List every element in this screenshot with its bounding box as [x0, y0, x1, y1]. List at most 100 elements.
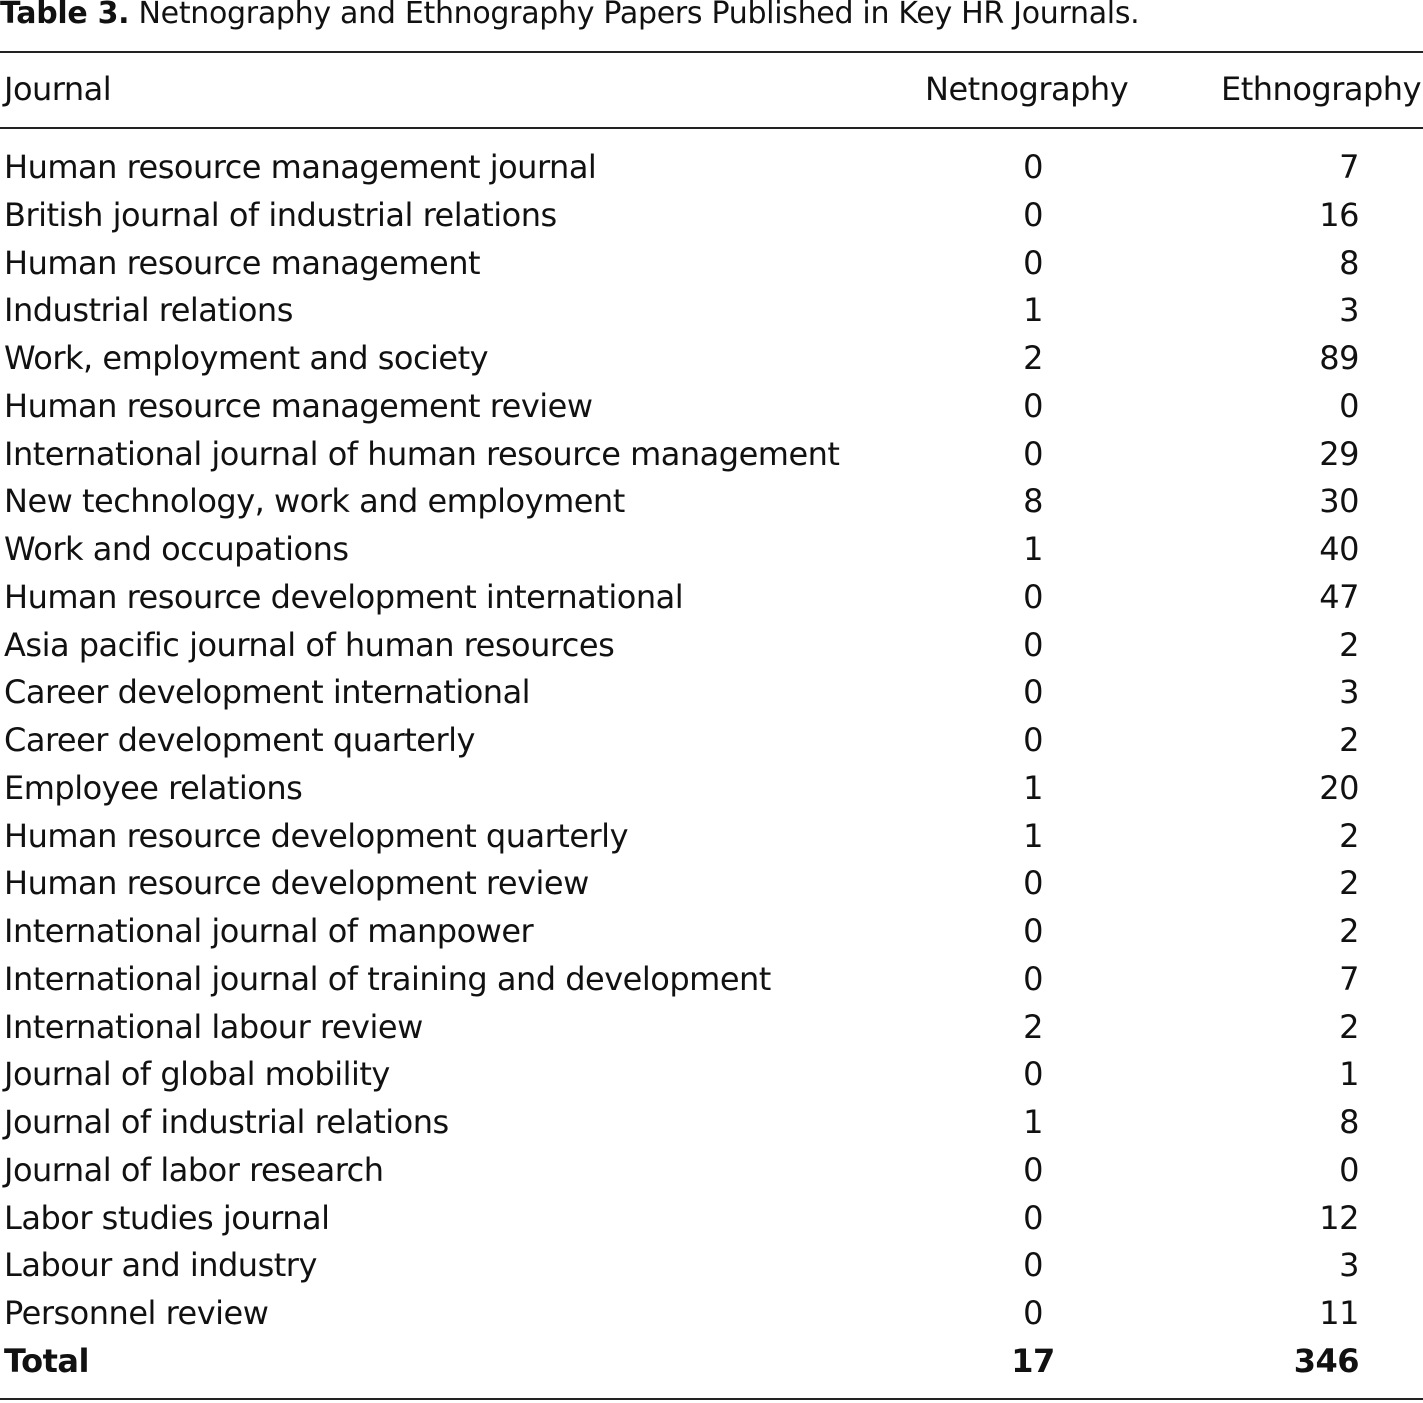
netnography-cell: 0 — [1023, 1198, 1043, 1237]
ethnography-cell: 2 — [1339, 816, 1359, 855]
journal-cell: Human resource management journal — [4, 148, 597, 186]
netnography-cell: 17 — [1011, 1341, 1055, 1380]
journal-cell: Journal of industrial relations — [4, 1103, 449, 1141]
journal-cell: Human resource development review — [4, 864, 589, 903]
journal-cell: Career development quarterly — [4, 721, 475, 759]
journal-cell: Industrial relations — [4, 291, 293, 330]
netnography-cell: 0 — [1023, 721, 1043, 759]
ethnography-cell: 3 — [1339, 673, 1359, 712]
table-row: New technology, work and employment 8 30 — [0, 480, 1423, 528]
journal-cell: International journal of manpower — [4, 912, 534, 950]
netnography-cell: 1 — [1023, 816, 1043, 855]
table-row: Work, employment and society 2 89 — [0, 337, 1423, 385]
ethnography-cell: 16 — [1319, 195, 1359, 234]
journal-cell: Human resource development international — [4, 577, 684, 616]
ethnography-cell: 47 — [1319, 577, 1359, 616]
table-row: Human resource management review 0 0 — [0, 385, 1423, 433]
ethnography-cell: 12 — [1319, 1198, 1359, 1237]
table-row: International labour review 2 2 — [0, 1006, 1423, 1054]
top-rule — [0, 51, 1423, 53]
netnography-cell: 2 — [1023, 339, 1043, 377]
netnography-cell: 0 — [1023, 195, 1043, 234]
ethnography-cell: 7 — [1339, 959, 1359, 998]
netnography-cell: 0 — [1023, 1055, 1043, 1094]
journal-cell: Personnel review — [4, 1294, 269, 1332]
table-row: Labor studies journal 0 12 — [0, 1197, 1423, 1245]
total-row: Total 17 346 — [0, 1340, 1423, 1388]
netnography-cell: 2 — [1023, 1007, 1043, 1046]
netnography-cell: 1 — [1023, 530, 1043, 568]
journal-cell: International journal of human resource … — [4, 434, 840, 473]
netnography-cell: 0 — [1023, 577, 1043, 616]
table-row: International journal of training and de… — [0, 958, 1423, 1006]
netnography-cell: 0 — [1023, 625, 1043, 664]
ethnography-cell: 0 — [1339, 386, 1359, 425]
netnography-cell: 0 — [1023, 912, 1043, 950]
journal-cell: Human resource development quarterly — [4, 816, 629, 855]
netnography-cell: 0 — [1023, 1150, 1043, 1189]
netnography-cell: 0 — [1023, 434, 1043, 473]
header-ethnography: Ethnography — [1220, 70, 1422, 108]
table-row: Journal of global mobility 0 1 — [0, 1053, 1423, 1101]
table-title: Netnography and Ethnography Papers Publi… — [138, 0, 1140, 31]
table-row: International journal of manpower 0 2 — [0, 910, 1423, 958]
journal-cell: International labour review — [4, 1007, 423, 1046]
ethnography-cell: 2 — [1339, 625, 1359, 664]
table-row: International journal of human resource … — [0, 433, 1423, 481]
netnography-cell: 1 — [1023, 768, 1043, 807]
table-row: Asia pacific journal of human resources 0… — [0, 624, 1423, 672]
table-row: Journal of industrial relations 1 8 — [0, 1101, 1423, 1149]
journal-cell: International journal of training and de… — [4, 959, 771, 998]
ethnography-cell: 2 — [1339, 912, 1359, 950]
ethnography-cell: 2 — [1339, 721, 1359, 759]
journal-cell: Asia pacific journal of human resources — [4, 625, 615, 664]
journal-cell: Work, employment and society — [4, 339, 489, 377]
netnography-cell: 1 — [1023, 291, 1043, 330]
journal-cell: Journal of labor research — [4, 1150, 384, 1189]
ethnography-cell: 2 — [1339, 864, 1359, 903]
ethnography-cell: 8 — [1339, 1103, 1359, 1141]
table-row: Work and occupations 1 40 — [0, 528, 1423, 576]
header-rule — [0, 127, 1423, 129]
netnography-cell: 0 — [1023, 864, 1043, 903]
table-row: Human resource development review 0 2 — [0, 862, 1423, 910]
table-row: Labour and industry 0 3 — [0, 1244, 1423, 1292]
header-journal: Journal — [4, 70, 112, 108]
netnography-cell: 1 — [1023, 1103, 1043, 1141]
table-row: Human resource management 0 8 — [0, 242, 1423, 290]
table-row: Journal of labor research 0 0 — [0, 1149, 1423, 1197]
table-row: Career development quarterly 0 2 — [0, 719, 1423, 767]
netnography-cell: 0 — [1023, 148, 1043, 186]
table-row: British journal of industrial relations 0… — [0, 194, 1423, 242]
netnography-cell: 0 — [1023, 243, 1043, 282]
journal-cell: British journal of industrial relations — [4, 195, 557, 234]
table-caption: Table 3. Netnography and Ethnography Pap… — [0, 0, 1140, 31]
ethnography-cell: 30 — [1319, 482, 1359, 521]
netnography-cell: 0 — [1023, 959, 1043, 998]
header-netnography: Netnography — [925, 70, 1129, 108]
journal-cell: New technology, work and employment — [4, 482, 625, 521]
ethnography-cell: 20 — [1319, 768, 1359, 807]
table-row: Human resource management journal 0 7 — [0, 146, 1423, 194]
table-row: Human resource development quarterly 1 2 — [0, 815, 1423, 863]
ethnography-cell: 2 — [1339, 1007, 1359, 1046]
bottom-rule — [0, 1398, 1423, 1400]
netnography-cell: 8 — [1023, 482, 1043, 521]
journal-cell: Human resource management review — [4, 386, 593, 425]
journal-cell: Human resource management — [4, 243, 481, 282]
table-row: Personnel review 0 11 — [0, 1292, 1423, 1340]
table-row: Employee relations 1 20 — [0, 767, 1423, 815]
ethnography-cell: 29 — [1319, 434, 1359, 473]
ethnography-cell: 8 — [1339, 243, 1359, 282]
journal-cell: Total — [4, 1341, 89, 1380]
ethnography-cell: 40 — [1319, 530, 1359, 568]
ethnography-cell: 346 — [1293, 1341, 1360, 1380]
journal-cell: Labor studies journal — [4, 1198, 330, 1237]
netnography-cell: 0 — [1023, 673, 1043, 712]
table-label: Table 3. — [0, 0, 130, 31]
journal-cell: Work and occupations — [4, 530, 349, 568]
ethnography-cell: 3 — [1339, 291, 1359, 330]
journal-cell: Career development international — [4, 673, 531, 712]
ethnography-cell: 7 — [1339, 148, 1359, 186]
table-body: Human resource management journal 0 7 Briti… — [0, 146, 1423, 1388]
